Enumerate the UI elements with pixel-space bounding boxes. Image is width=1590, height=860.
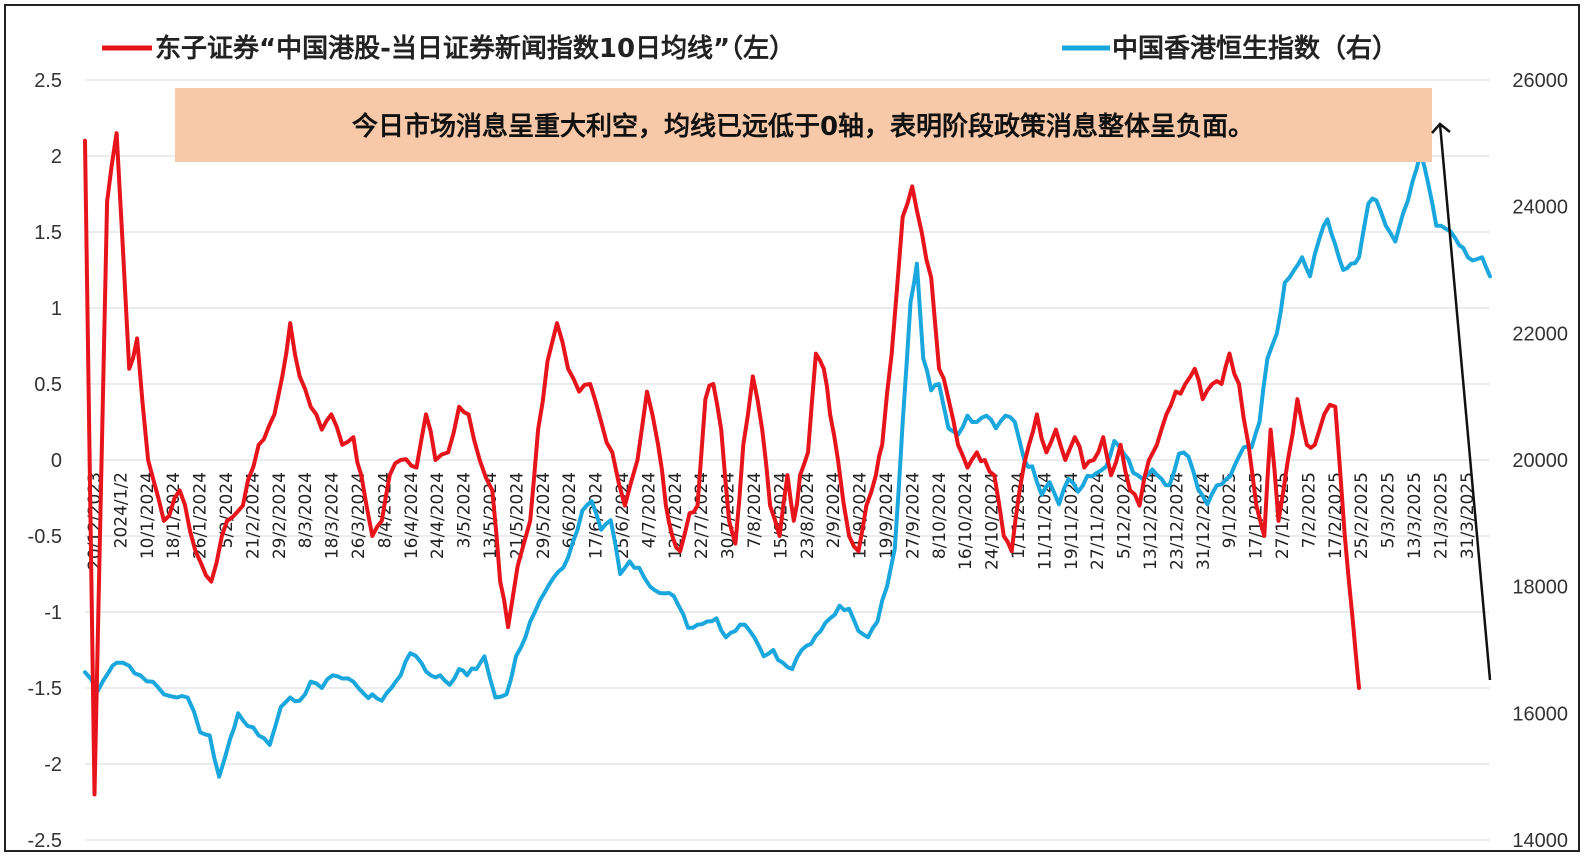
- x-tick-label: 11/9/2024: [851, 472, 871, 559]
- x-tick-label: 27/11/2024: [1088, 472, 1108, 570]
- annotation-text: 今日市场消息呈重大利空，均线已远低于0轴，表明阶段政策消息整体呈负面。: [352, 111, 1254, 142]
- x-tick-label: 27/9/2024: [903, 472, 923, 559]
- left-tick-label: -2.5: [28, 830, 62, 852]
- series-line-news-index: [83, 131, 1361, 797]
- x-tick-label: 11/11/2024: [1035, 472, 1055, 570]
- legend-label-hang-seng: 中国香港恒生指数（右）: [1112, 34, 1398, 64]
- left-tick-label: 1: [51, 298, 62, 320]
- right-tick-label: 14000: [1512, 830, 1568, 852]
- x-tick-label: 19/9/2024: [877, 472, 897, 559]
- left-tick-label: -2: [44, 754, 62, 776]
- x-tick-label: 21/3/2025: [1431, 472, 1451, 559]
- right-tick-label: 22000: [1512, 323, 1568, 345]
- left-tick-label: 2: [51, 146, 62, 168]
- x-tick-label: 3/5/2024: [455, 472, 475, 548]
- right-tick-label: 24000: [1512, 197, 1568, 219]
- left-tick-label: 1.5: [34, 222, 62, 244]
- x-tick-label: 4/7/2024: [639, 472, 659, 548]
- x-tick-label: 16/4/2024: [402, 472, 422, 559]
- x-tick-label: 24/4/2024: [428, 472, 448, 559]
- x-tick-label: 26/1/2024: [191, 472, 211, 559]
- right-tick-label: 26000: [1512, 70, 1568, 92]
- right-tick-label: 16000: [1512, 703, 1568, 725]
- right-tick-label: 18000: [1512, 577, 1568, 599]
- x-tick-label: 18/3/2024: [323, 472, 343, 559]
- x-tick-label: 13/12/2024: [1141, 472, 1161, 570]
- gridlines: [85, 79, 1490, 841]
- x-tick-label: 5/2/2024: [217, 472, 237, 548]
- series-layer: [83, 131, 1492, 797]
- x-tick-label: 22/7/2024: [692, 472, 712, 559]
- x-tick-label: 2/9/2024: [824, 472, 844, 548]
- annotation-box: [175, 88, 1432, 162]
- x-tick-label: 2024/1/2: [111, 472, 131, 548]
- x-tick-label: 29/5/2024: [534, 472, 554, 559]
- x-axis: 20/12/2023 2024/1/2 10/1/2024 18/1/2024 26/1…: [85, 472, 1478, 570]
- series-line-hang-seng: [83, 150, 1492, 779]
- x-tick-label: 5/3/2025: [1379, 472, 1399, 548]
- x-tick-label: 23/12/2024: [1167, 472, 1187, 570]
- right-axis: 26000 24000 22000 20000 18000 16000 14000: [1512, 70, 1568, 852]
- x-tick-label: 5/12/2024: [1115, 472, 1135, 559]
- left-tick-label: 0.5: [34, 374, 62, 396]
- x-tick-label: 16/10/2024: [956, 472, 976, 570]
- x-tick-label: 9/1/2025: [1220, 472, 1240, 548]
- x-tick-label: 17/1/2025: [1247, 472, 1267, 559]
- annotation-arrow: [1431, 122, 1492, 681]
- x-tick-label: 6/6/2024: [560, 472, 580, 548]
- x-tick-label: 29/2/2024: [270, 472, 290, 559]
- x-tick-label: 7/2/2025: [1299, 472, 1319, 548]
- x-tick-label: 8/10/2024: [930, 472, 950, 559]
- left-tick-label: 0: [51, 450, 62, 472]
- x-tick-label: 25/2/2025: [1352, 472, 1372, 559]
- x-tick-label: 23/8/2024: [798, 472, 818, 559]
- left-axis: 2.5 2 1.5 1 0.5 0 -0.5 -1 -1.5 -2 -2.5: [28, 70, 62, 852]
- right-tick-label: 20000: [1512, 450, 1568, 472]
- x-tick-label: 13/3/2025: [1405, 472, 1425, 559]
- left-tick-label: 2.5: [34, 70, 62, 92]
- legend-label-news-index: 东子证券“中国港股-当日证券新闻指数10日均线”（左）: [155, 33, 795, 64]
- left-tick-label: -1.5: [28, 678, 62, 700]
- x-tick-label: 7/8/2024: [745, 472, 765, 548]
- x-tick-label: 21/2/2024: [243, 472, 263, 559]
- left-tick-label: -0.5: [28, 526, 62, 548]
- x-tick-label: 26/3/2024: [349, 472, 369, 559]
- legend: 东子证券“中国港股-当日证券新闻指数10日均线”（左） 中国香港恒生指数（右）: [102, 33, 1398, 64]
- x-tick-label: 10/1/2024: [138, 472, 158, 559]
- x-tick-label: 21/5/2024: [507, 472, 527, 559]
- left-tick-label: -1: [44, 602, 62, 624]
- x-tick-label: 19/11/2024: [1062, 472, 1082, 570]
- x-tick-label: 8/3/2024: [296, 472, 316, 548]
